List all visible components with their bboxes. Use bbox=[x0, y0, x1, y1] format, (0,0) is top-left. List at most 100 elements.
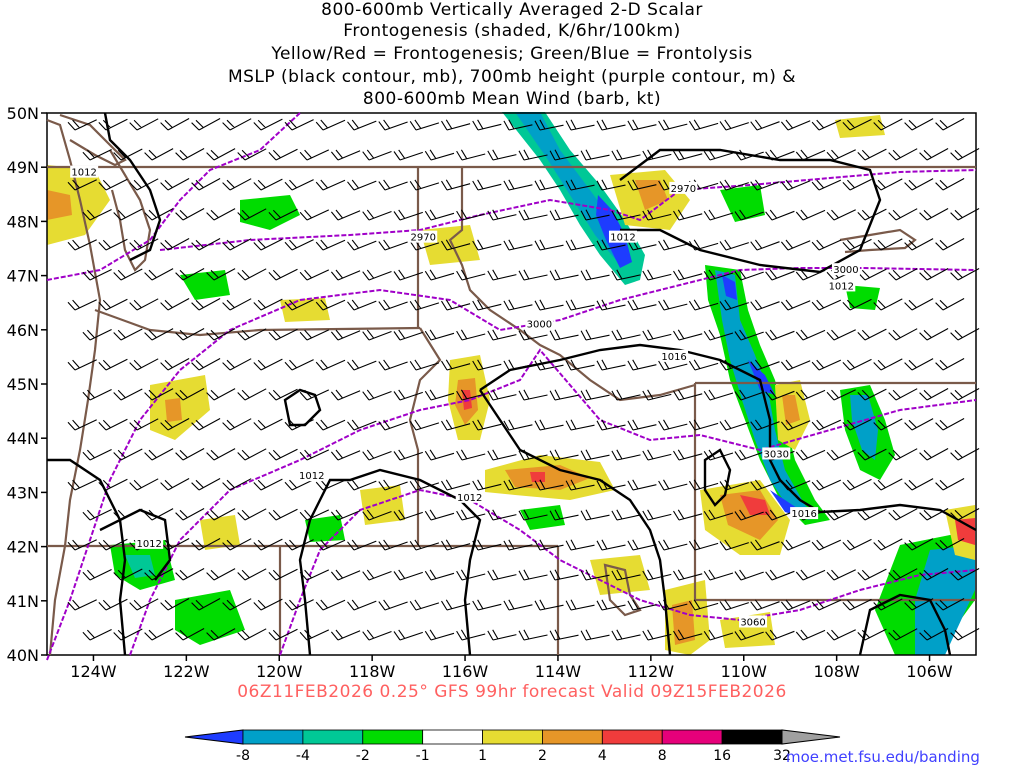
wind-barb bbox=[518, 449, 548, 461]
fort-peck bbox=[839, 228, 917, 254]
wind-barb bbox=[842, 238, 872, 251]
frontogenesis-bc-core bbox=[47, 190, 72, 220]
title-line-1: 800-600mb Vertically Averaged 2-D Scalar bbox=[321, 0, 703, 20]
wind-barb bbox=[658, 599, 688, 611]
wind-barb bbox=[503, 299, 533, 311]
wind-barb bbox=[284, 419, 314, 431]
wind-barb bbox=[393, 329, 423, 341]
contour-label-bg bbox=[70, 165, 99, 178]
wind-barb bbox=[873, 298, 903, 311]
wind-barb bbox=[330, 509, 361, 521]
wind-barb bbox=[919, 568, 949, 581]
wind-barb bbox=[765, 209, 795, 221]
wind-barb bbox=[330, 329, 361, 341]
wind-barb bbox=[780, 599, 811, 611]
wind-barb bbox=[362, 449, 392, 461]
wind-barb bbox=[113, 208, 143, 221]
lat-tick-label: 47N bbox=[7, 267, 39, 286]
wind-barb bbox=[222, 298, 252, 311]
wind-barb bbox=[362, 209, 392, 221]
wind-barb bbox=[347, 119, 377, 131]
wind-barb bbox=[98, 298, 128, 311]
wind-barb bbox=[518, 509, 548, 521]
wind-barb bbox=[795, 149, 826, 161]
wind-barb bbox=[487, 629, 517, 641]
wind-barb bbox=[268, 268, 298, 281]
wind-barb bbox=[315, 479, 346, 491]
wind-barb bbox=[565, 239, 595, 251]
wind-barb bbox=[811, 119, 842, 131]
wind-barb bbox=[206, 508, 236, 521]
wind-barb bbox=[811, 599, 842, 611]
wind-barb bbox=[472, 419, 502, 431]
wind-barb bbox=[703, 209, 734, 221]
wind-barb bbox=[703, 269, 734, 281]
wind-barb bbox=[362, 629, 392, 641]
wind-barb bbox=[253, 478, 283, 491]
wind-barb bbox=[160, 178, 190, 191]
wind-barb bbox=[191, 298, 221, 311]
wind-barb bbox=[456, 149, 486, 161]
wind-barb bbox=[330, 569, 361, 581]
wind-barb bbox=[549, 509, 579, 521]
wind-barb bbox=[237, 388, 267, 401]
wind-barb bbox=[113, 388, 143, 401]
wind-barb bbox=[362, 389, 392, 401]
wind-barb bbox=[549, 149, 579, 161]
wind-barb bbox=[580, 149, 610, 161]
wind-barb bbox=[82, 509, 112, 521]
wind-barb bbox=[857, 628, 887, 641]
wind-barb bbox=[191, 418, 221, 431]
wind-barb bbox=[719, 419, 749, 431]
wind-barb bbox=[627, 599, 657, 611]
wind-barb bbox=[795, 629, 826, 641]
wind-barb bbox=[580, 629, 610, 641]
wind-barb bbox=[703, 389, 734, 401]
wind-barb bbox=[175, 568, 205, 581]
wind-barb bbox=[472, 119, 502, 131]
wind-barb bbox=[642, 149, 672, 161]
wind-barb bbox=[780, 119, 811, 131]
wind-barb bbox=[780, 299, 811, 311]
height-labels: 2970 2970 3000 3000 3030 3060 bbox=[409, 181, 860, 628]
wind-barb bbox=[703, 569, 734, 581]
wind-barb bbox=[82, 149, 112, 161]
wind-barb bbox=[487, 209, 517, 221]
site-credit-link[interactable]: moe.met.fsu.edu/banding bbox=[786, 748, 980, 766]
wind-barb bbox=[950, 148, 980, 161]
wind-barb bbox=[237, 268, 267, 281]
wind-barb bbox=[175, 448, 205, 461]
wind-barb bbox=[98, 598, 128, 611]
wind-barb bbox=[904, 538, 934, 551]
wind-barb bbox=[935, 178, 965, 191]
wind-barb bbox=[253, 238, 283, 251]
wind-barb bbox=[315, 419, 346, 431]
wind-barb bbox=[284, 599, 314, 611]
wind-barb bbox=[596, 299, 626, 311]
wind-barb bbox=[409, 119, 440, 131]
wind-barb bbox=[580, 569, 610, 581]
wind-barb bbox=[765, 269, 795, 281]
height-3060 bbox=[279, 488, 977, 656]
wind-barb bbox=[315, 539, 346, 551]
wind-barb bbox=[919, 508, 949, 521]
lat-tick-label: 49N bbox=[7, 158, 39, 177]
wind-barb bbox=[268, 568, 298, 581]
colorbar-swatch bbox=[482, 729, 543, 745]
wind-barb bbox=[811, 179, 842, 191]
wind-barb bbox=[284, 119, 314, 131]
wind-barb bbox=[393, 149, 423, 161]
wind-barb bbox=[611, 509, 641, 521]
mslp-1012-west bbox=[103, 112, 162, 262]
wind-barb bbox=[565, 119, 595, 131]
wind-barb bbox=[222, 118, 252, 131]
wind-barb bbox=[658, 419, 688, 431]
wind-barb bbox=[237, 508, 267, 521]
wind-barb bbox=[144, 148, 174, 161]
wind-barb bbox=[144, 448, 174, 461]
contour-label: 1016 bbox=[661, 352, 686, 363]
mslp-labels: 1012 1012 1012 1012 1012 1012 1016 1016 bbox=[70, 165, 856, 550]
colorbar-arrow-left bbox=[184, 729, 244, 745]
wind-barb bbox=[424, 329, 455, 341]
wind-barb bbox=[811, 239, 842, 251]
